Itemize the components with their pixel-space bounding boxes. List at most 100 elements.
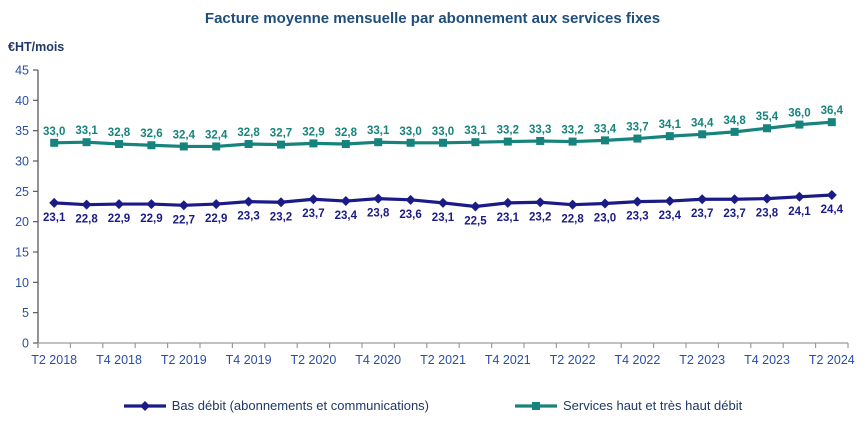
x-axis-tick-label: T2 2019 <box>161 353 207 367</box>
data-point-marker <box>697 194 708 205</box>
x-axis-tick-label: T2 2023 <box>679 353 725 367</box>
y-axis-tick-label: 15 <box>15 246 29 260</box>
data-point-label: 22,7 <box>173 214 195 226</box>
legend: Bas débit (abonnements et communications… <box>0 398 865 413</box>
x-axis: T2 2018 T4 2018 T2 2019 T4 2019 T2 2020 T4 20… <box>31 342 855 367</box>
data-point-marker <box>795 120 804 129</box>
y-axis-tick-label: 35 <box>15 124 29 138</box>
data-point-label: 23,3 <box>626 211 648 223</box>
x-axis-tick-label: T2 2021 <box>420 353 466 367</box>
y-axis-tick-label: 45 <box>15 64 29 78</box>
data-point-marker <box>698 130 707 139</box>
data-point-marker <box>632 196 643 207</box>
series-0: 23,1 22,8 22,9 22,9 22,7 22,9 23,3 23,2 23,7 23,4… <box>43 189 844 228</box>
data-point-marker <box>374 138 383 147</box>
data-point-marker <box>81 199 92 210</box>
y-axis-tick-label: 5 <box>22 306 29 320</box>
data-point-marker <box>601 136 609 145</box>
data-point-marker <box>82 138 91 147</box>
data-point-label: 32,4 <box>173 129 196 141</box>
data-point-label: 32,9 <box>302 126 324 138</box>
data-point-label: 23,4 <box>659 210 682 222</box>
data-point-marker <box>212 142 221 151</box>
data-point-label: 23,0 <box>594 212 616 224</box>
data-point-label: 22,9 <box>108 213 130 225</box>
data-point-label: 22,9 <box>205 213 227 225</box>
data-point-label: 33,2 <box>561 125 583 137</box>
data-point-label: 23,7 <box>302 208 324 220</box>
data-point-marker <box>826 189 837 200</box>
data-point-label: 23,6 <box>399 209 421 221</box>
x-axis-tick-label: T4 2021 <box>485 353 531 367</box>
y-axis-tick-label: 25 <box>15 185 29 199</box>
data-point-label: 22,5 <box>464 216 487 228</box>
data-point-marker <box>341 140 350 149</box>
chart-title: Facture moyenne mensuelle par abonnement… <box>204 10 661 27</box>
data-point-marker <box>470 201 481 212</box>
y-axis-tick-label: 40 <box>15 94 29 108</box>
y-axis-tick-label: 10 <box>15 276 29 290</box>
legend-label-haut-debit: Services haut et très haut débit <box>563 398 743 413</box>
data-point-label: 33,1 <box>464 125 487 137</box>
data-point-label: 32,6 <box>140 128 162 140</box>
data-point-marker <box>600 198 610 209</box>
y-axis-tick-label: 30 <box>15 155 29 169</box>
data-point-marker <box>568 137 577 146</box>
legend-marker-bas-debit-icon <box>123 400 166 411</box>
x-axis-tick-label: T2 2018 <box>31 353 77 367</box>
data-point-marker <box>179 142 188 151</box>
data-point-label: 33,0 <box>399 126 421 138</box>
data-point-label: 33,0 <box>43 126 65 138</box>
data-point-label: 23,1 <box>432 212 455 224</box>
data-point-marker <box>536 136 545 145</box>
data-point-marker <box>406 138 415 147</box>
data-point-label: 33,2 <box>497 125 519 137</box>
x-axis-tick-label: T2 2020 <box>290 353 336 367</box>
data-point-marker <box>146 199 157 210</box>
data-point-marker <box>664 196 675 207</box>
data-point-marker <box>114 199 124 210</box>
data-point-marker <box>762 193 772 204</box>
x-axis-tick-label: T2 2024 <box>809 353 855 367</box>
data-point-label: 23,1 <box>497 212 520 224</box>
data-point-label: 34,4 <box>691 117 714 129</box>
data-point-label: 22,8 <box>75 214 98 226</box>
data-point-marker <box>49 197 60 208</box>
data-point-marker <box>827 118 836 127</box>
data-point-marker <box>471 138 480 147</box>
y-axis-tick-label: 0 <box>22 337 29 351</box>
legend-item-haut-debit: Services haut et très haut débit <box>514 398 742 413</box>
data-point-label: 36,0 <box>788 108 810 120</box>
data-point-marker <box>535 197 546 208</box>
legend-item-bas-debit: Bas débit (abonnements et communications… <box>123 398 429 413</box>
series-1: 33,0 33,1 32,8 32,6 32,4 32,4 32,8 32,7 32,9 32,8… <box>43 105 844 151</box>
data-point-label: 23,3 <box>237 211 259 223</box>
x-axis-tick-label: T4 2018 <box>96 353 142 367</box>
data-point-marker <box>730 127 739 136</box>
data-point-label: 33,4 <box>594 123 617 135</box>
data-point-marker <box>147 141 156 150</box>
y-axis-tick-label: 20 <box>15 215 29 229</box>
data-point-marker <box>439 138 447 147</box>
data-point-marker <box>243 196 254 207</box>
data-point-label: 22,9 <box>140 213 162 225</box>
data-point-label: 32,8 <box>237 127 260 139</box>
data-point-label: 23,2 <box>270 211 292 223</box>
data-point-label: 32,7 <box>270 128 292 140</box>
data-point-marker <box>763 124 771 133</box>
data-point-label: 24,1 <box>788 206 811 218</box>
data-point-marker <box>244 140 253 149</box>
x-axis-tick-label: T4 2019 <box>226 353 272 367</box>
data-point-marker <box>633 134 642 143</box>
data-point-label: 36,4 <box>821 105 844 117</box>
y-axis-unit-label: €HT/mois <box>8 40 65 54</box>
data-point-marker <box>794 191 805 202</box>
data-point-marker <box>277 140 285 149</box>
data-point-marker <box>308 194 319 205</box>
data-point-label: 23,4 <box>335 210 358 222</box>
data-point-label: 34,1 <box>659 119 682 131</box>
data-point-marker <box>373 193 384 204</box>
y-axis: 0 5 10 15 20 25 30 35 40 45 <box>15 64 39 351</box>
